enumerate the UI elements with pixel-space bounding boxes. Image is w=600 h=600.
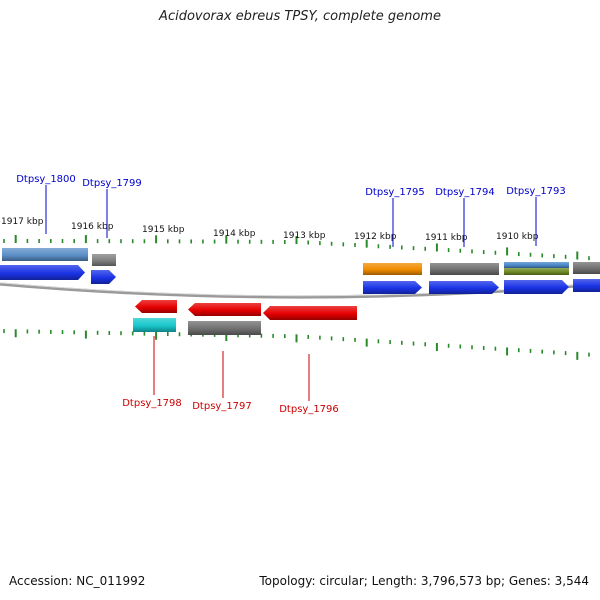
kbp-label: 1912 kbp (354, 232, 397, 242)
gene-feature-bar (573, 262, 600, 274)
gene-cds-arrow (573, 279, 600, 292)
gene-label[interactable]: Dtpsy_1798 (122, 398, 182, 409)
kbp-label: 1916 kbp (71, 222, 114, 232)
genome-info-label: Topology: circular; Length: 3,796,573 bp… (259, 574, 589, 588)
gene-label[interactable]: Dtpsy_1794 (435, 187, 495, 198)
map-title: Acidovorax ebreus TPSY, complete genome (159, 9, 441, 24)
gene-feature-bar (92, 254, 116, 266)
gene-feature-bar-reverse (133, 318, 176, 332)
gene-label[interactable]: Dtpsy_1795 (365, 187, 425, 198)
gene-label[interactable]: Dtpsy_1799 (82, 178, 142, 189)
gene-cds-arrow-reverse (263, 306, 357, 320)
gene-cds-arrow (429, 281, 499, 294)
kbp-label: 1917 kbp (1, 217, 44, 227)
gene-feature-bar (363, 263, 422, 275)
gene-feature-bar (504, 268, 569, 275)
gene-cds-arrow (504, 280, 569, 294)
gene-feature-bar-reverse (188, 321, 261, 335)
gene-label[interactable]: Dtpsy_1800 (16, 174, 76, 185)
kbp-label: 1913 kbp (283, 231, 326, 241)
kbp-label: 1911 kbp (425, 233, 468, 243)
gene-label[interactable]: Dtpsy_1796 (279, 404, 339, 415)
gene-cds-arrow (0, 265, 85, 280)
gene-label[interactable]: Dtpsy_1793 (506, 186, 566, 197)
kbp-label: 1914 kbp (213, 229, 256, 239)
kbp-label: 1915 kbp (142, 225, 185, 235)
gene-label[interactable]: Dtpsy_1797 (192, 401, 252, 412)
gene-feature-bar (430, 263, 499, 275)
kbp-label: 1910 kbp (496, 232, 539, 242)
gene-cds-arrow (91, 270, 116, 284)
gene-cds-arrow-reverse (135, 300, 177, 313)
gene-feature-bar (504, 262, 569, 268)
accession-label: Accession: NC_011992 (9, 574, 146, 588)
gene-feature-bar (2, 248, 88, 261)
gene-cds-arrow-reverse (188, 303, 261, 316)
gene-cds-arrow (363, 281, 422, 294)
